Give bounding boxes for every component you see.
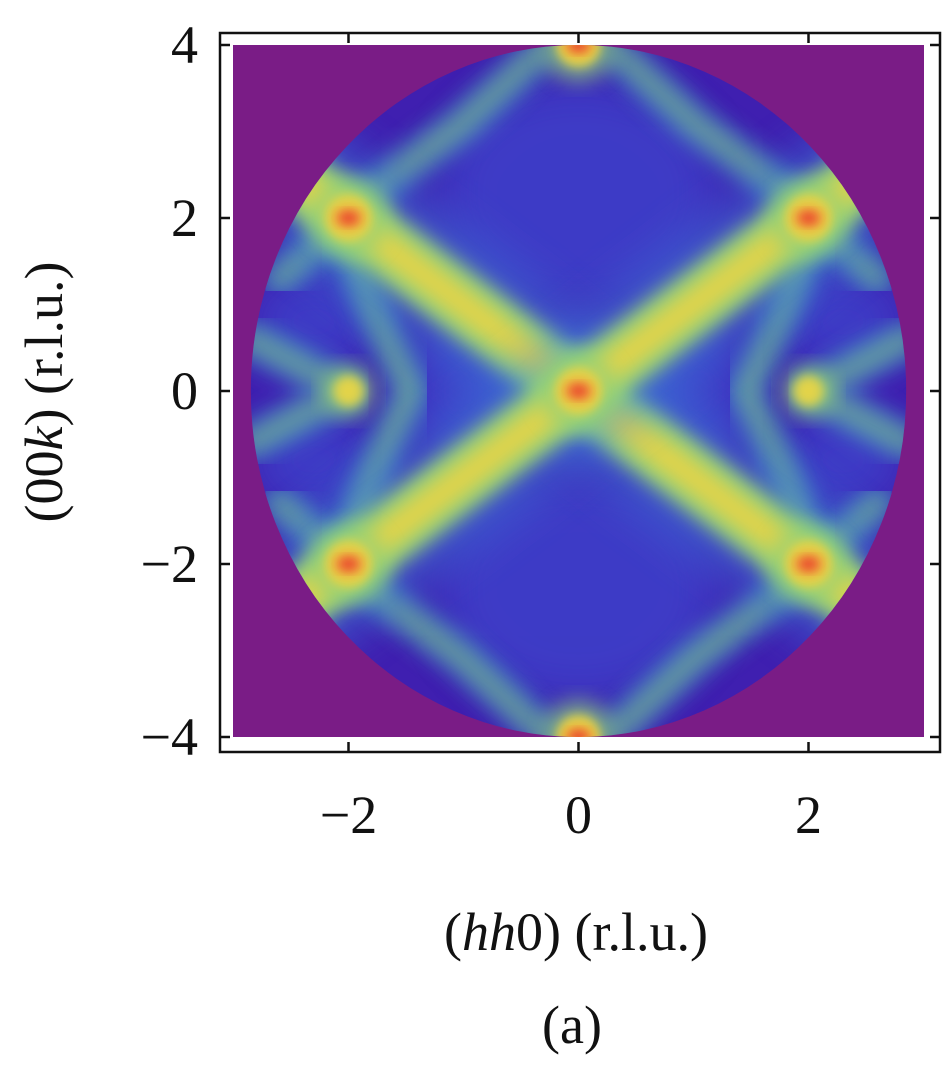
plot-frame [218, 31, 942, 754]
secondary-ridge-0 [353, 46, 546, 208]
x-tick-label: 2 [795, 785, 822, 845]
x-axis-label-italic: hh [462, 902, 516, 962]
heatmap-data [250, 45, 907, 737]
peak-core-6 [569, 731, 588, 737]
y-tick-label: 0 [171, 361, 198, 421]
peak-core-5 [569, 45, 588, 51]
peak-halo-6 [541, 700, 616, 737]
y-tick-label: −4 [141, 707, 198, 767]
secondary-ridge-1 [611, 46, 804, 208]
x-axis-label: (hh0) (r.l.u.) [444, 902, 708, 962]
secondary-ridge-2 [353, 574, 546, 736]
y-axis-label-prefix: (00 [14, 450, 74, 522]
y-axis-label-italic: k [14, 425, 74, 450]
peak-glow-6 [556, 715, 601, 737]
x-tick-label: −2 [320, 785, 377, 845]
x-tick-label: 0 [565, 785, 592, 845]
peak-halo-5 [541, 45, 616, 82]
x-axis-label-rest: 0) (r.l.u.) [516, 902, 708, 962]
peak-core-2 [339, 212, 358, 224]
y-axis-label: (00k) (r.l.u.) [14, 262, 74, 523]
panel-label: (a) [542, 995, 602, 1055]
y-axis-label-rest: ) (r.l.u.) [14, 262, 74, 427]
axis-ticks: −2 0 2 −4 −2 0 2 4 [141, 15, 940, 845]
peak-warm-6 [562, 725, 595, 737]
diffuse-background-1 [440, 477, 717, 703]
peak-core-3 [799, 558, 818, 570]
diffuse-background-0 [440, 79, 717, 305]
peak-core-1 [799, 212, 818, 224]
peak-glow-8 [333, 376, 364, 406]
secondary-ridge-3 [611, 574, 804, 736]
peak-glow-5 [556, 45, 601, 67]
y-tick-label: −2 [141, 534, 198, 594]
peak-glow-7 [793, 376, 824, 406]
peak-warm-5 [562, 45, 595, 57]
peak-core-0 [569, 385, 588, 397]
peak-core-4 [339, 558, 358, 570]
y-tick-label: 2 [171, 188, 198, 248]
y-tick-label: 4 [171, 15, 198, 75]
